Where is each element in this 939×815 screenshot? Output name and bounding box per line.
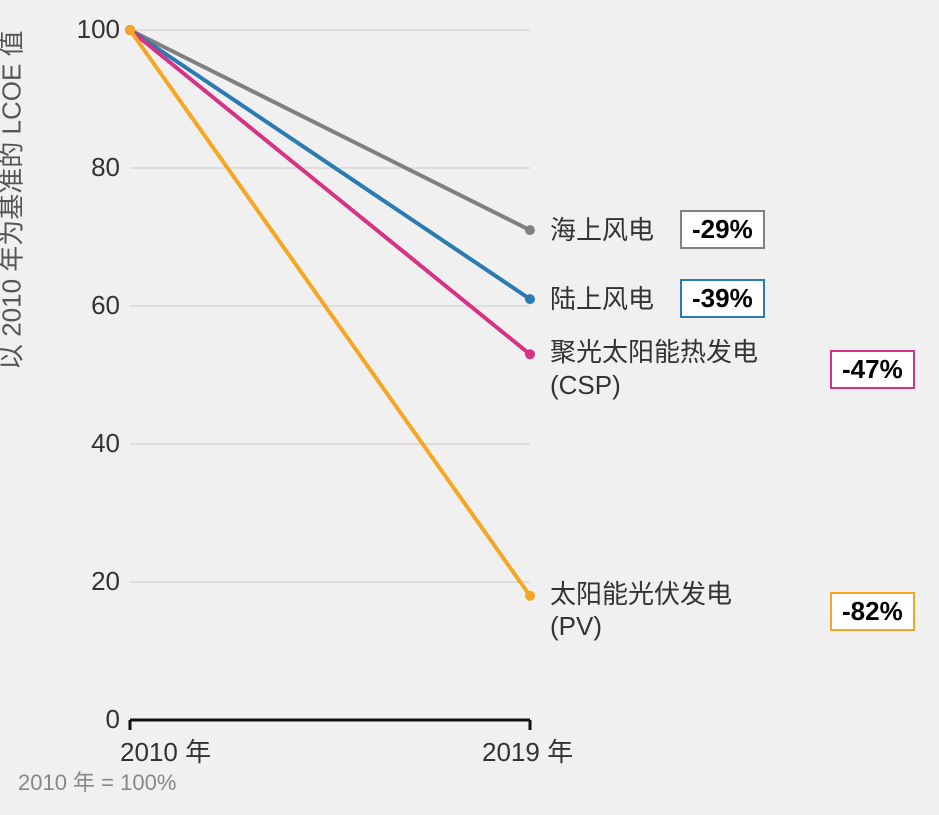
y-tick-label: 60 <box>60 290 120 321</box>
y-tick-label: 100 <box>60 14 120 45</box>
series-label-text: 海上风电 <box>550 215 654 245</box>
series-label-text: 太阳能光伏发电 <box>550 579 732 609</box>
series-label-sub: (PV) <box>550 610 732 643</box>
y-tick-label: 80 <box>60 152 120 183</box>
pct-badge-offshore_wind: -29% <box>680 210 765 249</box>
series-label-sub: (CSP) <box>550 369 758 402</box>
lcoe-chart: 以 2010 年为基准的 LCOE 值 0 20 40 60 80 100 2010 年 … <box>0 0 939 815</box>
pct-badge-onshore_wind: -39% <box>680 279 765 318</box>
plot-area <box>0 0 939 815</box>
chart-footnote: 2010 年 = 100% <box>18 765 176 797</box>
series-label-offshore_wind: 海上风电 <box>550 214 654 247</box>
pct-badge-pv: -82% <box>830 592 915 631</box>
y-tick-label: 40 <box>60 428 120 459</box>
series-label-pv: 太阳能光伏发电(PV) <box>550 578 732 643</box>
series-label-onshore_wind: 陆上风电 <box>550 283 654 316</box>
y-tick-label: 20 <box>60 566 120 597</box>
y-axis-title: 以 2010 年为基准的 LCOE 值 <box>0 30 29 370</box>
x-tick-2010: 2010 年 <box>120 732 211 769</box>
x-tick-2019: 2019 年 <box>482 732 573 769</box>
y-tick-label: 0 <box>60 704 120 735</box>
pct-badge-csp: -47% <box>830 350 915 389</box>
series-label-csp: 聚光太阳能热发电(CSP) <box>550 336 758 401</box>
series-label-text: 陆上风电 <box>550 284 654 314</box>
series-label-text: 聚光太阳能热发电 <box>550 337 758 367</box>
